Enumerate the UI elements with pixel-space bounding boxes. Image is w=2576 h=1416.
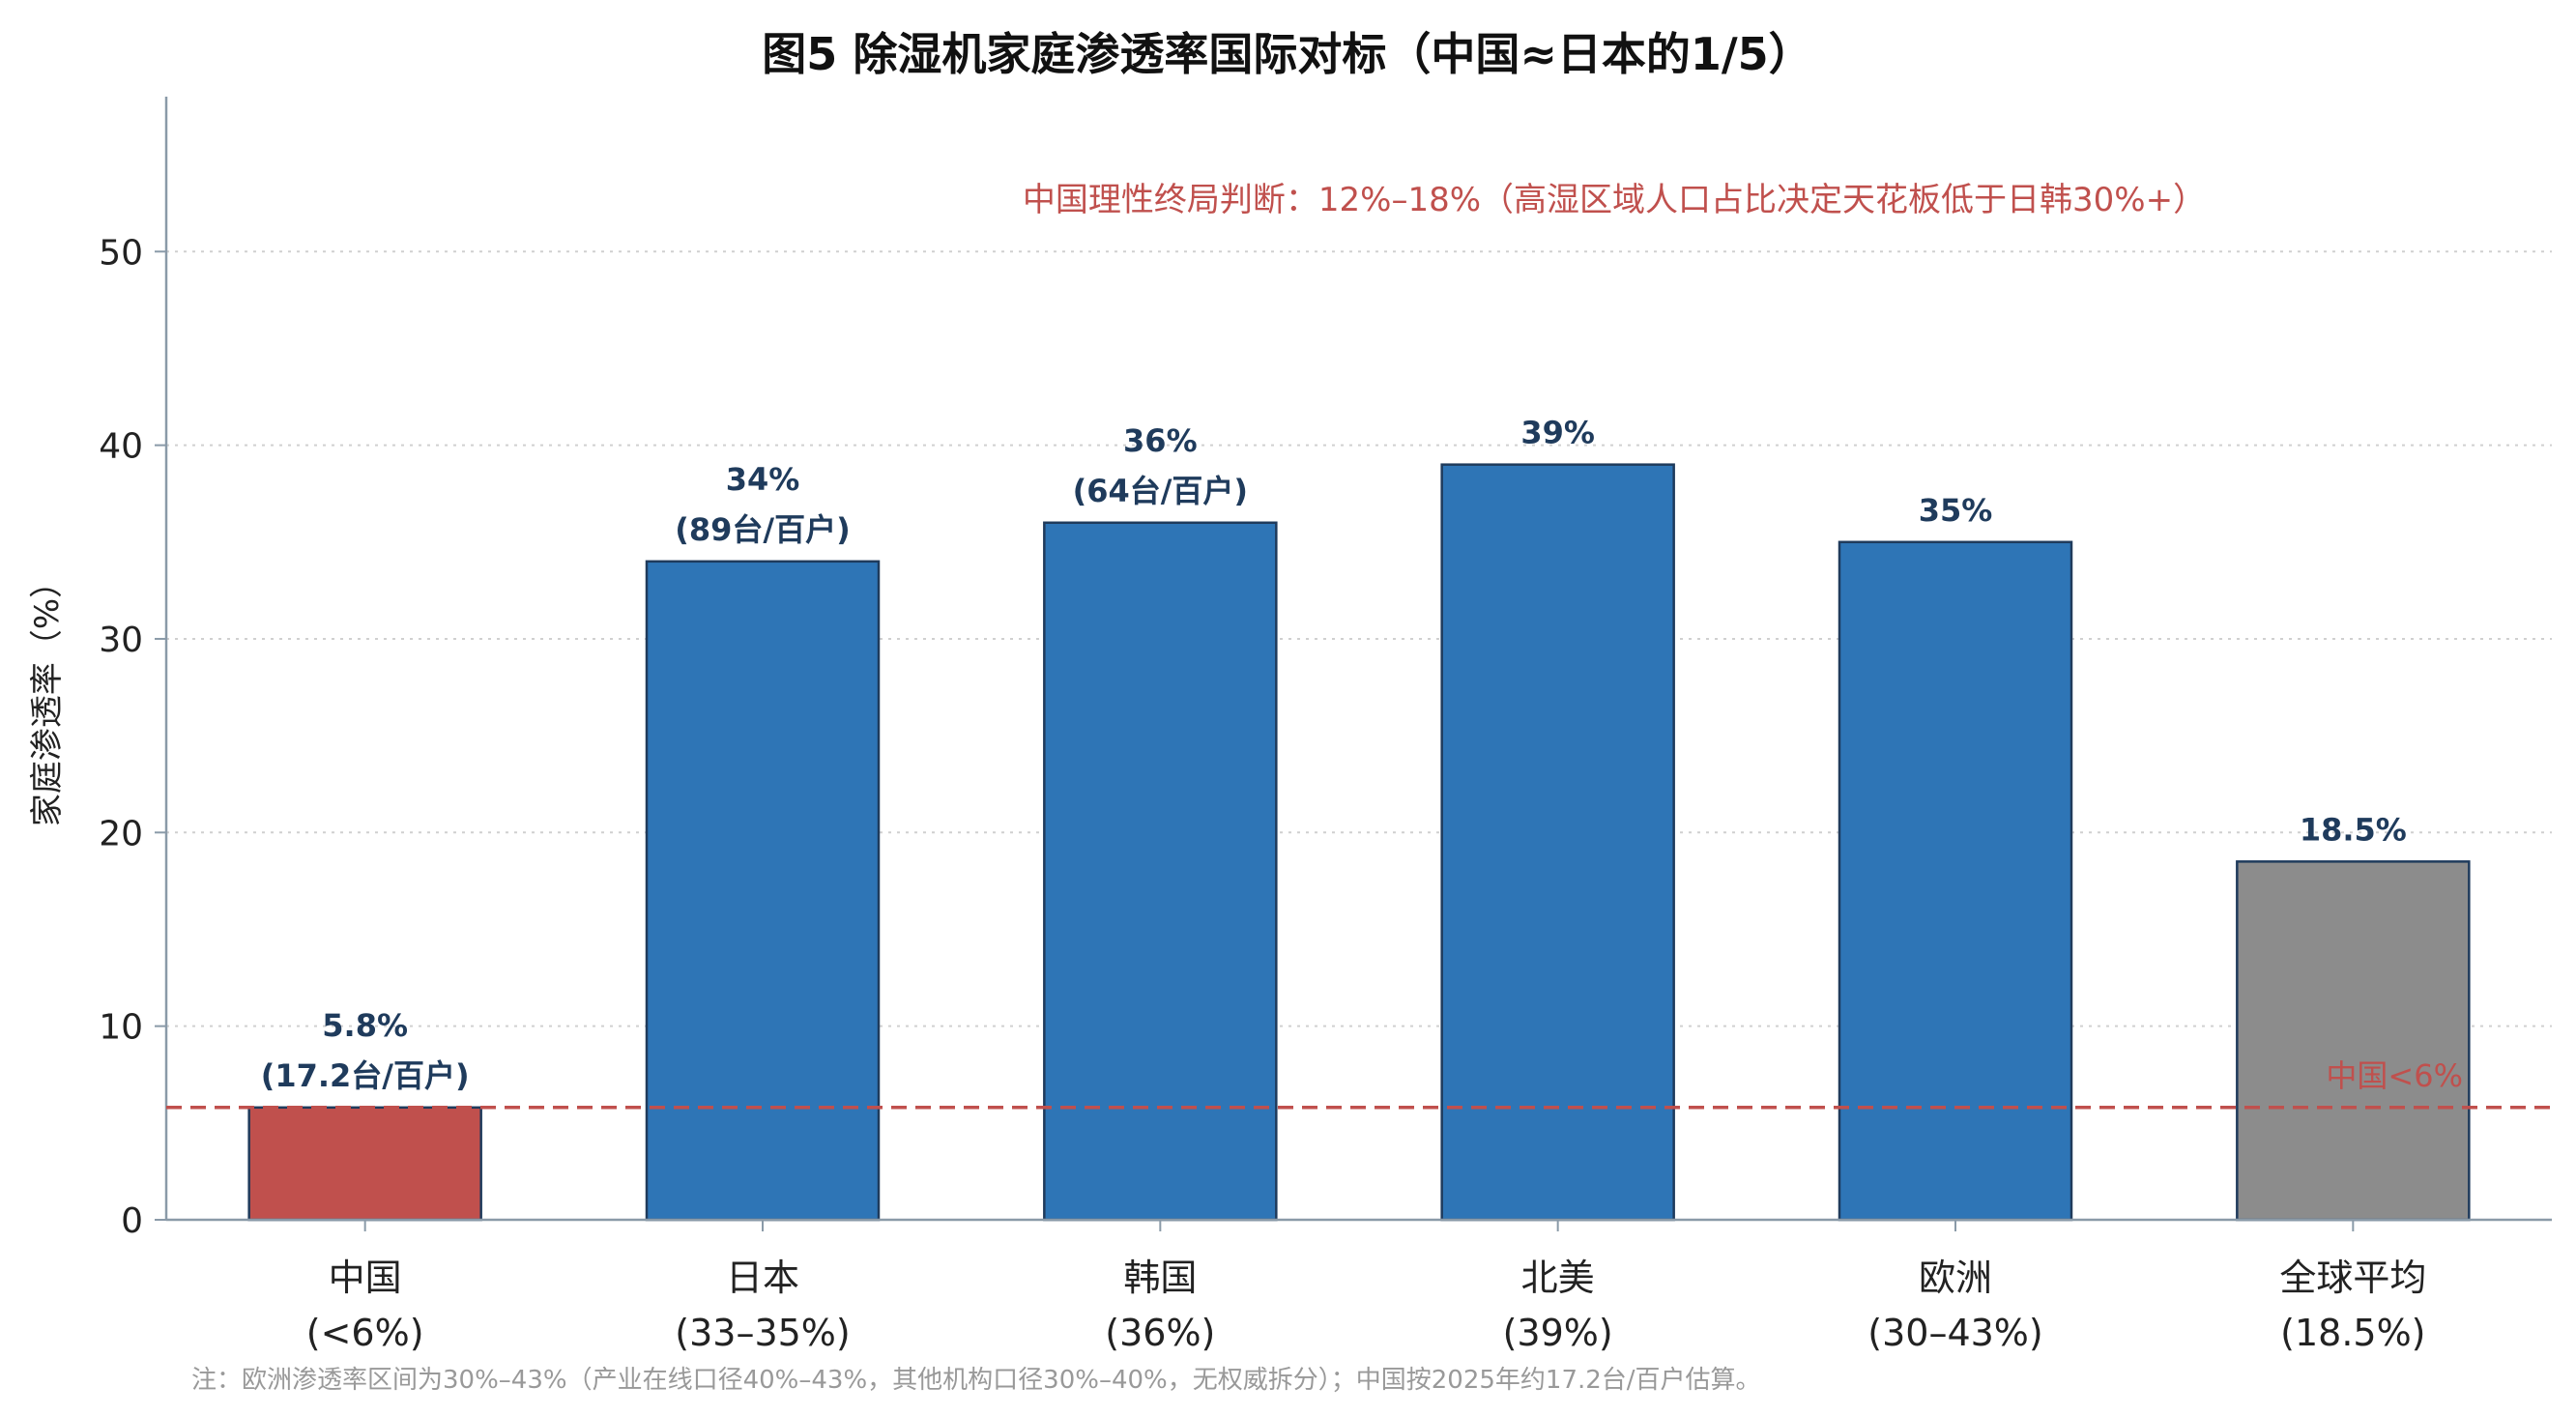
bar-0	[247, 1106, 482, 1222]
grid	[166, 250, 2552, 1027]
footnote: 注：欧洲渗透率区间为30%–43%（产业在线口径40%–43%，其他机构口径30…	[191, 1366, 1761, 1395]
y-tick-label: 50	[99, 233, 143, 273]
x-tick-sublabel: (39%)	[1503, 1312, 1613, 1354]
chart-title: 图5 除湿机家庭渗透率国际对标（中国≈日本的1/5）	[762, 28, 1812, 80]
reference-line: 中国<6%	[166, 1057, 2552, 1110]
data-label: 18.5%	[2300, 811, 2407, 848]
x-tick-label: 欧洲	[1919, 1257, 1992, 1299]
data-label: (89台/百户)	[675, 511, 850, 548]
bar-3	[1440, 463, 1675, 1222]
x-tick-sublabel: (30–43%)	[1867, 1312, 2042, 1354]
y-tick-label: 10	[99, 1008, 143, 1048]
bar-4	[1838, 540, 2073, 1222]
x-tick-sublabel: (18.5%)	[2280, 1312, 2425, 1354]
reference-line-label: 中国<6%	[2326, 1057, 2463, 1094]
axes: 0 10 20 30 40 50 中国 (<6%) 日本 (33–35%) 韩国 (36%) 北美 (39…	[99, 97, 2552, 1354]
bar-5	[2236, 860, 2471, 1222]
bars: 5.8% (17.2台/百户) 34% (89台/百户) 36% (64台/百户) 39% 3…	[247, 415, 2471, 1222]
bar-1	[645, 560, 881, 1222]
y-tick-label: 30	[99, 621, 143, 660]
x-tick-sublabel: (33–35%)	[675, 1312, 850, 1354]
data-label: 39%	[1520, 415, 1595, 451]
x-tick-sublabel: (<6%)	[306, 1312, 424, 1354]
y-axis-label: 家庭渗透率（%）	[28, 565, 67, 826]
bar-2	[1043, 521, 1278, 1222]
x-tick-label: 韩国	[1123, 1257, 1197, 1299]
annotation: 中国理性终局判断：12%–18%（高湿区域人口占比决定天花板低于日韩30%+）	[1023, 181, 2206, 219]
data-label: 36%	[1123, 422, 1198, 459]
x-tick-sublabel: (36%)	[1105, 1312, 1215, 1354]
data-label: 5.8%	[322, 1007, 408, 1044]
y-tick-label: 20	[99, 814, 143, 853]
y-tick-label: 0	[121, 1201, 143, 1241]
x-tick-label: 全球平均	[2279, 1257, 2426, 1299]
data-label: 35%	[1919, 492, 1993, 529]
data-label: 34%	[726, 461, 800, 498]
data-label: (64台/百户)	[1073, 473, 1248, 509]
x-tick-label: 日本	[726, 1257, 799, 1299]
y-tick-label: 40	[99, 427, 143, 467]
x-tick-label: 北美	[1521, 1257, 1595, 1299]
data-label: (17.2台/百户)	[261, 1057, 470, 1094]
x-tick-label: 中国	[329, 1257, 402, 1299]
